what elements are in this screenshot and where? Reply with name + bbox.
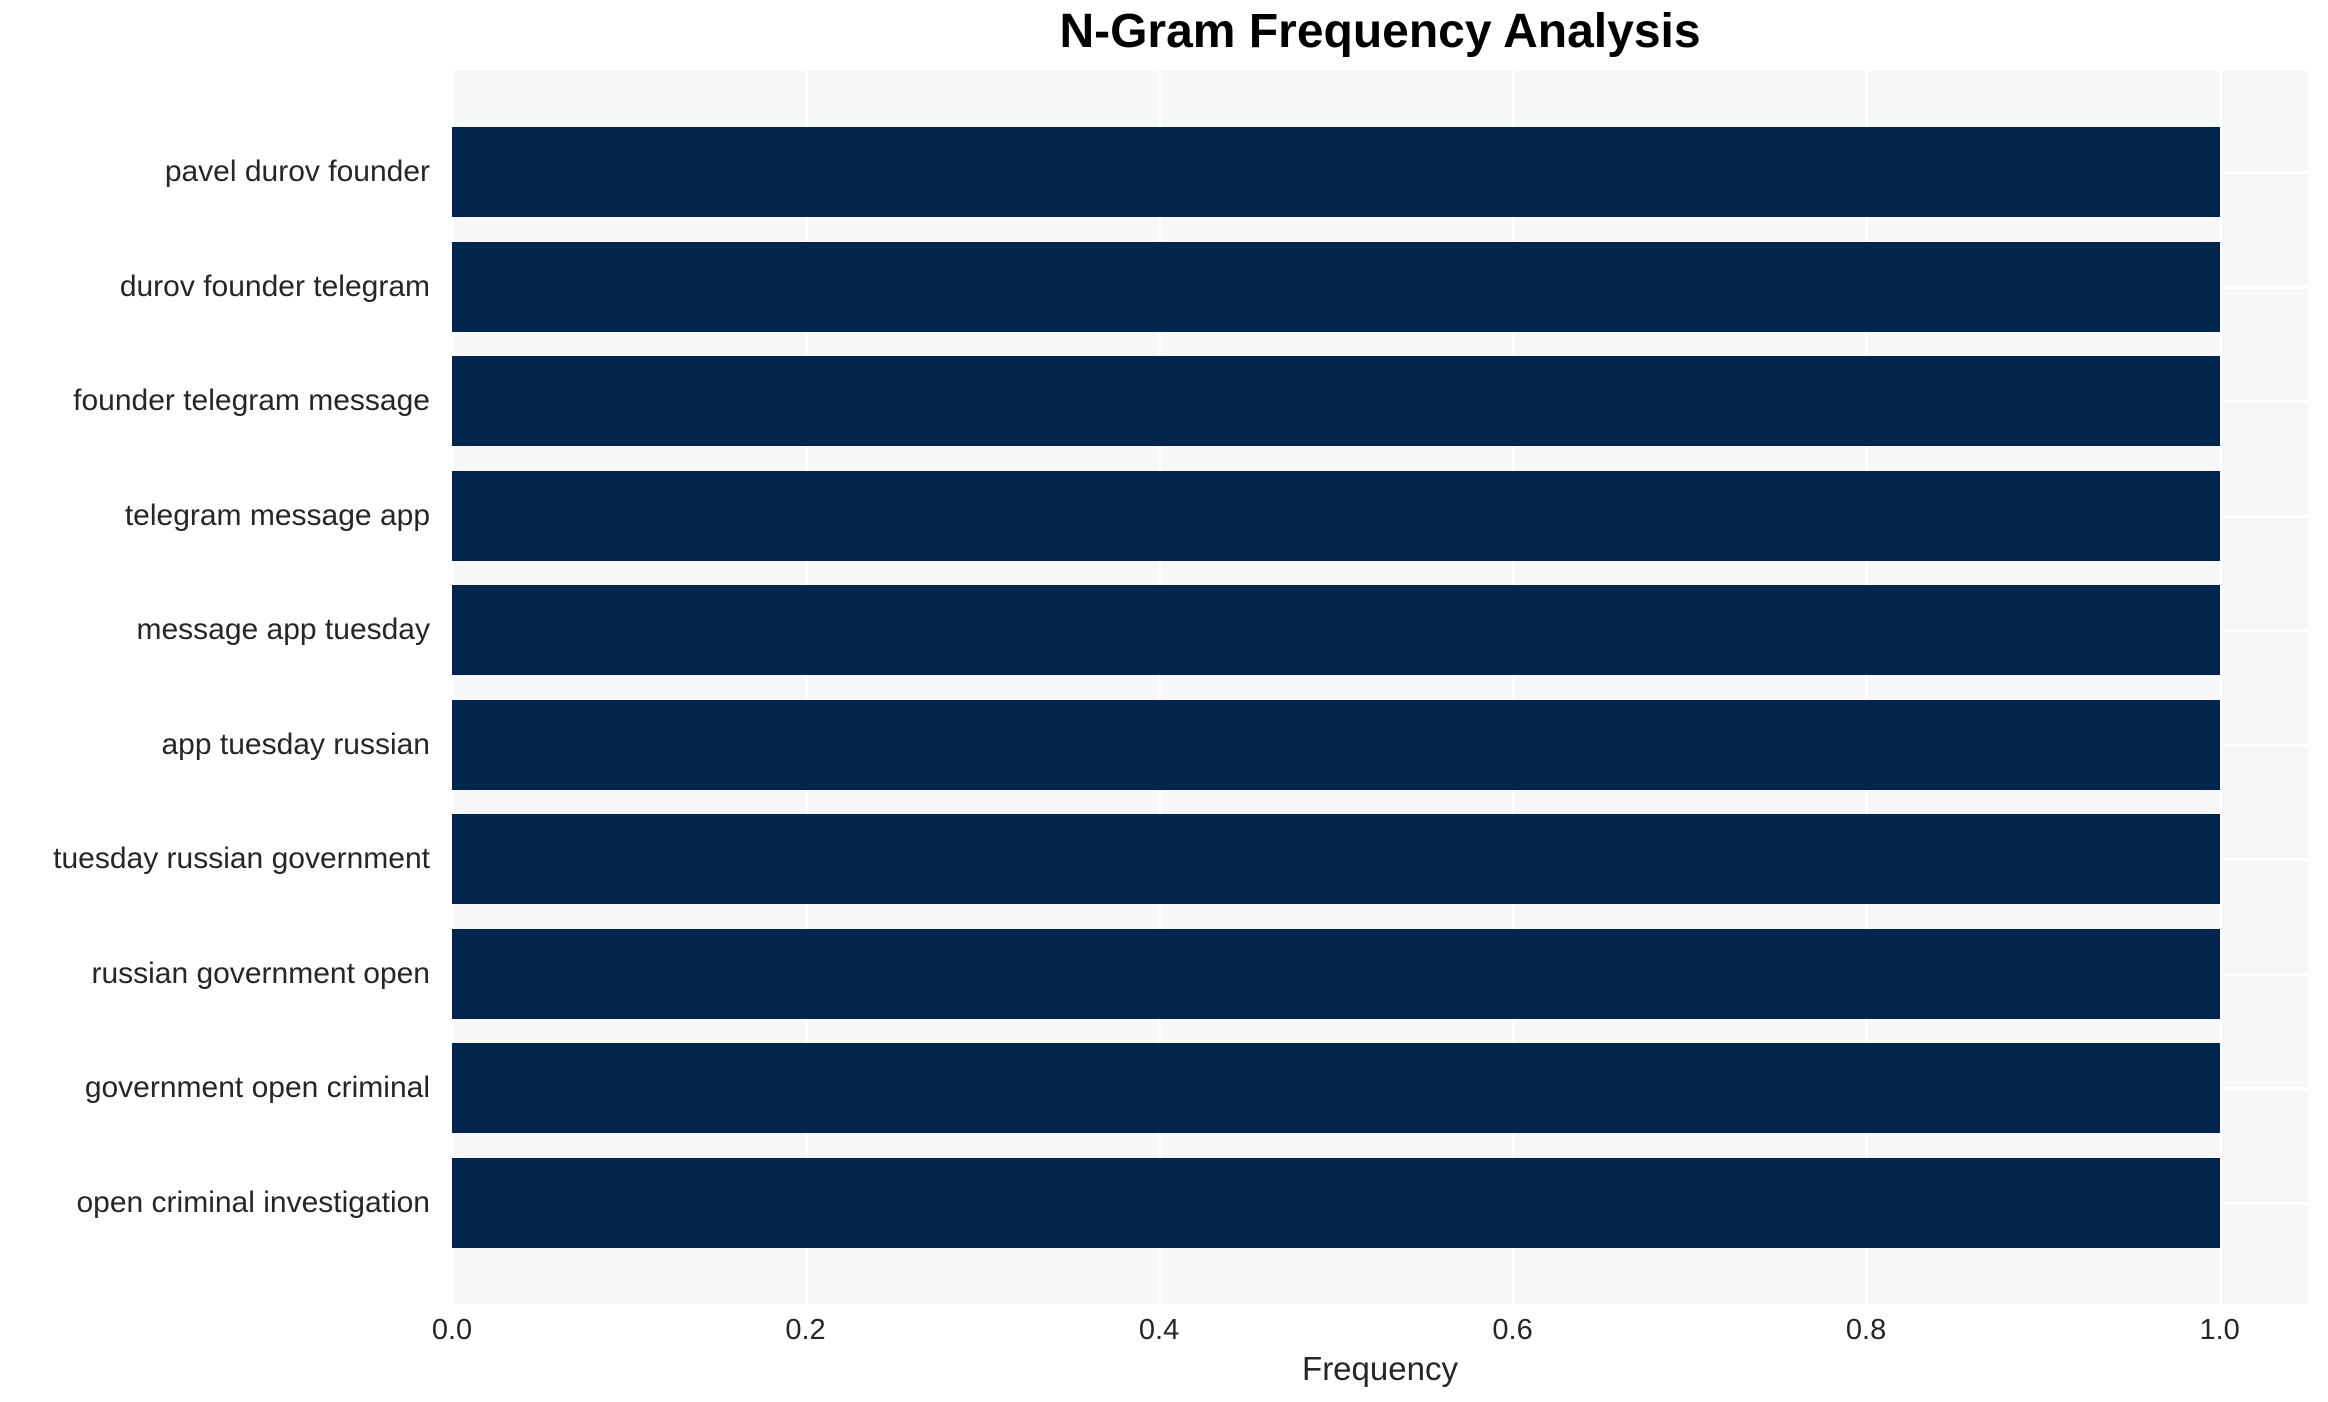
y-tick-label: founder telegram message: [73, 384, 430, 418]
y-tick-label: message app tuesday: [136, 613, 430, 647]
y-axis-labels: pavel durov founder durov founder telegra…: [0, 71, 440, 1304]
bar-durov-founder-telegram: [452, 241, 2220, 332]
gridline-vertical: [2218, 71, 2222, 1304]
x-tick-label: 0.6: [1492, 1314, 1533, 1346]
bar-pavel-durov-founder: [452, 127, 2220, 217]
bar-government-open-criminal: [452, 1043, 2220, 1134]
y-tick-label: tuesday russian government: [53, 842, 430, 876]
y-tick-label: russian government open: [91, 956, 430, 990]
plot-area: [451, 71, 2308, 1304]
y-tick-label: open criminal investigation: [76, 1186, 430, 1219]
x-axis-ticks: 0.0 0.2 0.4 0.6 0.8 1.0: [432, 1314, 2308, 1354]
bar-message-app-tuesday: [452, 585, 2220, 676]
x-tick-label: 0.8: [1845, 1314, 1887, 1346]
x-tick-label: 0.0: [431, 1314, 473, 1346]
bar-app-tuesday-russian: [452, 699, 2220, 790]
bar-russian-government-open: [452, 928, 2220, 1019]
y-tick-label: government open criminal: [84, 1071, 430, 1105]
bar-tuesday-russian-government: [452, 814, 2220, 905]
x-tick-label: 1.0: [2199, 1314, 2240, 1346]
gridline-vertical: [1511, 71, 1515, 1304]
bar-telegram-message-app: [452, 470, 2220, 561]
y-tick-label: telegram message app: [124, 498, 430, 532]
gridline-vertical: [451, 71, 454, 1304]
bar-open-criminal-investigation: [452, 1158, 2220, 1248]
x-tick-label: 0.2: [785, 1314, 826, 1346]
x-axis-label: Frequency: [1302, 1350, 1458, 1387]
bar-founder-telegram-message: [452, 356, 2220, 447]
y-tick-label: durov founder telegram: [119, 269, 430, 303]
y-tick-label: app tuesday russian: [161, 727, 430, 761]
y-tick-label: pavel durov founder: [164, 155, 430, 188]
gridline-vertical: [1158, 71, 1162, 1304]
gridline-vertical: [804, 71, 808, 1304]
x-tick-label: 0.4: [1138, 1314, 1180, 1346]
gridline-vertical: [1865, 71, 1869, 1304]
chart-title: N-Gram Frequency Analysis: [1059, 5, 1701, 58]
